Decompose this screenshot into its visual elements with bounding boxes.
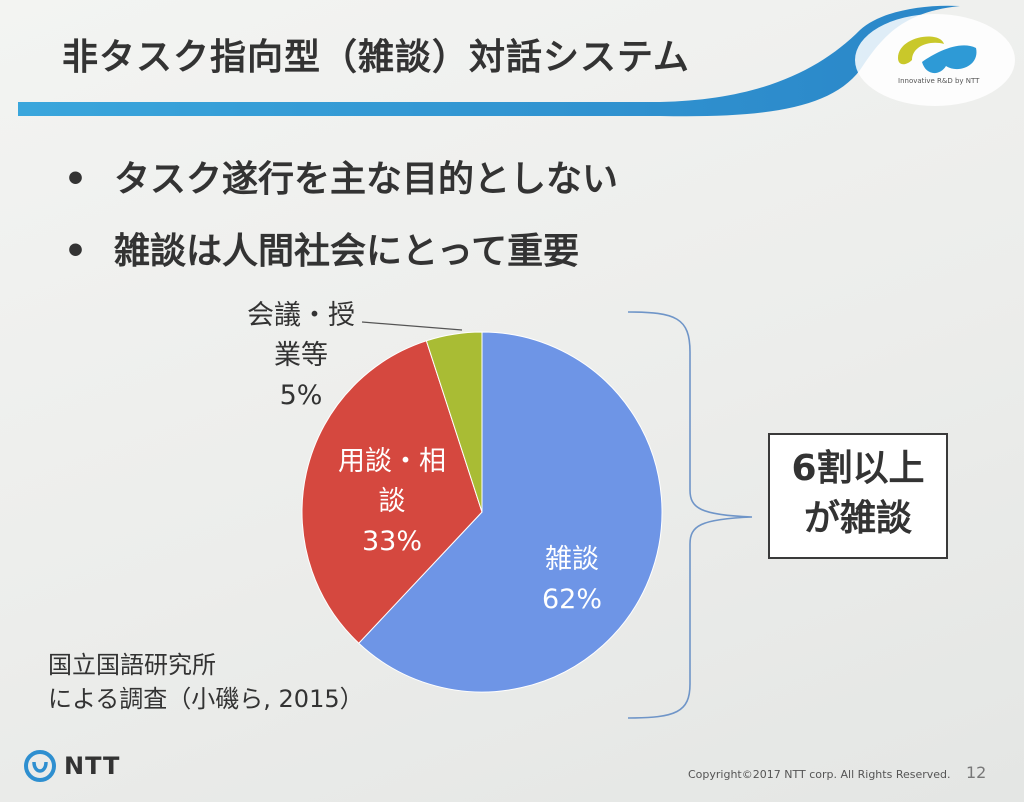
slice-name-line: 談 <box>378 486 406 517</box>
slice-name-line: 業等 <box>274 340 328 371</box>
callout-line: 6割以上 <box>791 448 925 489</box>
pie-slice-business-talk <box>301 340 483 644</box>
bullet-text: タスク遂行を主な目的としない <box>114 159 619 200</box>
ntt-logo: NTT <box>22 748 120 784</box>
label-leader-line <box>361 321 463 331</box>
slice-label-business-talk: 用談・相 談 33% <box>322 442 462 562</box>
header-blue-band <box>18 5 960 117</box>
slice-label-meetings: 会議・授 業等 5% <box>236 296 366 416</box>
pie-slice-chatting <box>358 331 663 693</box>
logo-tagline: Innovative R&D by NTT <box>898 77 980 85</box>
slice-value-label: 33% <box>361 526 422 557</box>
page-number: 12 <box>966 763 987 782</box>
bullet-item: • 雑談は人間社会にとって重要 <box>64 222 618 294</box>
bullet-marker: • <box>64 231 88 272</box>
copyright-text: Copyright©2017 NTT corp. All Rights Rese… <box>688 768 951 781</box>
callout-line: が雑談 <box>803 498 912 539</box>
header-swoosh <box>18 5 1015 117</box>
ntt-logo-text: NTT <box>64 752 121 780</box>
bullet-text: 雑談は人間社会にとって重要 <box>114 231 580 272</box>
pie-slice-meetings <box>425 331 483 513</box>
slice-value-label: 5% <box>279 380 323 411</box>
slice-value-label: 62% <box>541 584 602 615</box>
source-line: 国立国語研究所 <box>48 651 216 679</box>
slice-name-line: 雑談 <box>545 544 599 575</box>
callout-box: 6割以上 が雑談 <box>768 433 948 559</box>
bullet-marker: • <box>64 159 88 200</box>
bullet-list: • タスク遂行を主な目的としない • 雑談は人間社会にとって重要 <box>64 150 618 294</box>
source-line: による調査（小磯ら, 2015） <box>48 685 364 713</box>
slide-title: 非タスク指向型（雑談）対話システム <box>62 37 690 78</box>
slice-name-line: 会議・授 <box>247 300 355 331</box>
right-brace <box>627 311 753 719</box>
slice-name-line: 用談・相 <box>338 446 446 477</box>
ntt-ring-icon <box>24 750 56 782</box>
slice-label-chatting: 雑談 62% <box>532 540 612 620</box>
source-note: 国立国語研究所 による調査（小磯ら, 2015） <box>48 648 364 716</box>
ntt-rd-swirl-icon <box>898 36 977 74</box>
bullet-item: • タスク遂行を主な目的としない <box>64 150 618 222</box>
